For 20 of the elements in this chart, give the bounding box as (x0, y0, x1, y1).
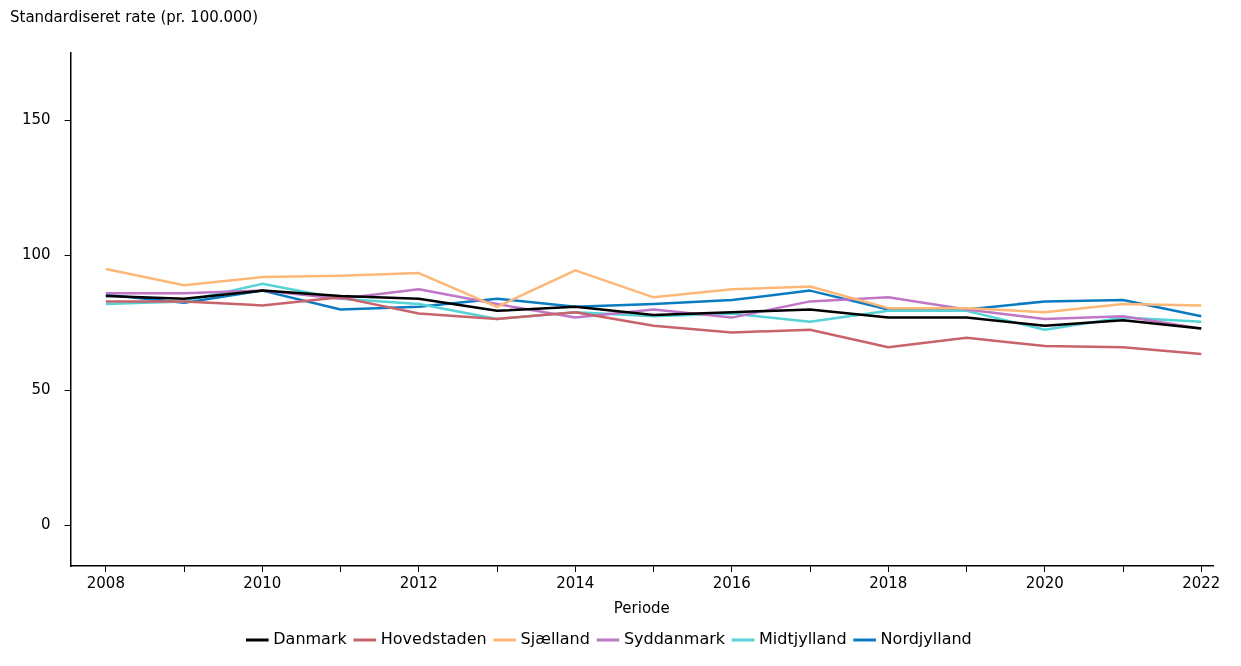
x-tick-label: 2014 (556, 573, 595, 592)
y-axis-title: Standardiseret rate (pr. 100.000) (9, 8, 259, 28)
legend-label: Syddanmark (623, 629, 726, 649)
legend-label: Danmark (273, 629, 348, 649)
legend-label: Sjælland (520, 629, 590, 649)
y-tick-label: 0 (41, 515, 51, 534)
y-tick-label: 50 (31, 380, 51, 399)
x-tick-label: 2018 (869, 573, 908, 592)
x-tick-label: 2012 (399, 573, 438, 592)
x-axis-title: Periode (613, 598, 670, 617)
x-tick-label: 2020 (1025, 573, 1064, 592)
x-tick-label: 2010 (243, 573, 282, 592)
y-tick-label: 150 (21, 110, 51, 129)
x-tick-label: 2008 (86, 573, 125, 592)
x-tick-label: 2022 (1182, 573, 1221, 592)
legend-label: Midtjylland (759, 629, 847, 649)
legend-label: Hovedstaden (380, 629, 487, 649)
y-tick-label: 100 (21, 245, 51, 264)
legend-label: Nordjylland (880, 629, 972, 649)
x-tick-label: 2016 (712, 573, 751, 592)
